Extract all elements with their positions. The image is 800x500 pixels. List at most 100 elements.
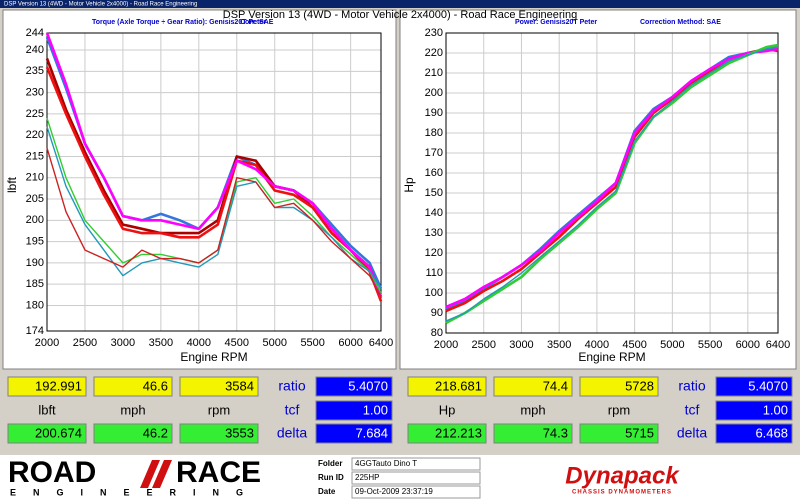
y-tick-label: 220 — [425, 47, 443, 59]
readout-box — [493, 423, 573, 444]
field-label: Folder — [318, 459, 342, 468]
y-tick-label: 160 — [425, 167, 443, 179]
readout-box — [407, 423, 487, 444]
y-tick-label: 80 — [431, 327, 443, 339]
side-value: 5.4070 — [348, 378, 388, 393]
plot-frame — [445, 32, 779, 334]
readout-units: rpm — [608, 402, 630, 417]
field-value: 09-Oct-2009 23:37:19 — [355, 487, 433, 496]
side-label: delta — [277, 425, 308, 441]
x-tick-label: 6400 — [766, 339, 790, 351]
field-label: Run ID — [318, 473, 344, 482]
y-tick-label: 200 — [425, 87, 443, 99]
x-tick-label: 2500 — [73, 337, 97, 349]
logo-slash — [140, 460, 172, 488]
y-tick-label: 240 — [26, 44, 44, 56]
y-tick-label: 140 — [425, 207, 443, 219]
readout-bottom: 74.3 — [543, 425, 568, 440]
side-box — [315, 400, 393, 421]
field-box — [351, 485, 481, 499]
side-value: 5.4070 — [748, 378, 788, 393]
readout-units: lbft — [38, 402, 56, 417]
x-tick-label: 6000 — [736, 339, 760, 351]
brand: Dynapack — [565, 462, 680, 489]
logo: ROAD RACE ENGINEERING — [8, 456, 261, 497]
x-tick-label: 4000 — [585, 339, 609, 351]
side-label: ratio — [678, 378, 705, 394]
readout-box — [7, 423, 87, 444]
readout-box — [579, 423, 659, 444]
side-label: delta — [677, 425, 708, 441]
series-line — [445, 43, 779, 325]
x-axis-label: Engine RPM — [180, 350, 247, 364]
readout-bottom: 200.674 — [35, 425, 82, 440]
x-tick-label: 2000 — [434, 339, 458, 351]
readout-units: mph — [120, 402, 145, 417]
logo-sub: ENGINEERING — [10, 487, 260, 497]
x-tick-label: 3500 — [547, 339, 571, 351]
field-value: 4GGTauto Dino T — [355, 459, 417, 468]
side-value: 1.00 — [763, 402, 788, 417]
series-line — [45, 66, 383, 302]
y-tick-label: 180 — [26, 299, 44, 311]
x-tick-label: 3000 — [111, 337, 135, 349]
x-tick-label: 3000 — [509, 339, 533, 351]
x-tick-label: 4500 — [225, 337, 249, 349]
readout-top: 5728 — [625, 378, 654, 393]
readout-units: rpm — [208, 402, 230, 417]
y-tick-label: 180 — [425, 127, 443, 139]
readout-box — [407, 376, 487, 397]
y-tick-label: 110 — [425, 267, 443, 279]
y-tick-label: 120 — [425, 247, 443, 259]
y-tick-label: 235 — [26, 65, 44, 77]
y-tick-label: 170 — [425, 147, 443, 159]
y-tick-label: 200 — [26, 214, 44, 226]
x-tick-label: 4500 — [622, 339, 646, 351]
y-tick-label: 174 — [26, 325, 44, 337]
side-box — [715, 376, 793, 397]
side-box — [315, 423, 393, 444]
y-axis-label: Hp — [402, 177, 416, 193]
x-tick-label: 4000 — [187, 337, 211, 349]
readout-bottom: 46.2 — [143, 425, 168, 440]
chart-panel — [2, 9, 397, 370]
x-tick-label: 5000 — [262, 337, 286, 349]
y-tick-label: 225 — [26, 108, 44, 120]
readout-box — [7, 376, 87, 397]
chart-panel — [399, 9, 797, 370]
y-tick-label: 220 — [26, 129, 44, 141]
y-tick-label: 100 — [425, 287, 443, 299]
readout-top: 3584 — [225, 378, 254, 393]
chart-subtitle: Corr: SAE — [240, 19, 274, 26]
y-tick-label: 205 — [26, 193, 44, 205]
series-line — [445, 47, 779, 309]
title-bar — [0, 0, 800, 8]
readout-units: Hp — [439, 402, 456, 417]
field-value: 225HP — [355, 473, 379, 482]
x-tick-label: 6000 — [338, 337, 362, 349]
series-line — [46, 147, 382, 298]
x-axis-label: Engine RPM — [578, 350, 645, 364]
field-box — [351, 471, 481, 485]
y-tick-label: 210 — [425, 67, 443, 79]
readout-box — [93, 423, 173, 444]
header: DSP Version 13 (4WD - Motor Vehicle 2x40… — [223, 9, 577, 21]
y-tick-label: 210 — [26, 172, 44, 184]
readout-box — [493, 376, 573, 397]
readout-top: 218.681 — [435, 378, 482, 393]
side-value: 7.684 — [355, 425, 388, 440]
readout-bottom: 212.213 — [435, 425, 482, 440]
side-value: 6.468 — [755, 425, 788, 440]
series-line — [45, 32, 383, 298]
series-line — [46, 126, 382, 289]
readout-box — [93, 376, 173, 397]
y-tick-label: 150 — [425, 187, 443, 199]
readout-top: 46.6 — [143, 378, 168, 393]
readout-bottom: 3553 — [225, 425, 254, 440]
side-label: tcf — [685, 402, 700, 418]
y-tick-label: 190 — [425, 107, 443, 119]
series-line — [445, 46, 779, 322]
field-box — [351, 457, 481, 471]
